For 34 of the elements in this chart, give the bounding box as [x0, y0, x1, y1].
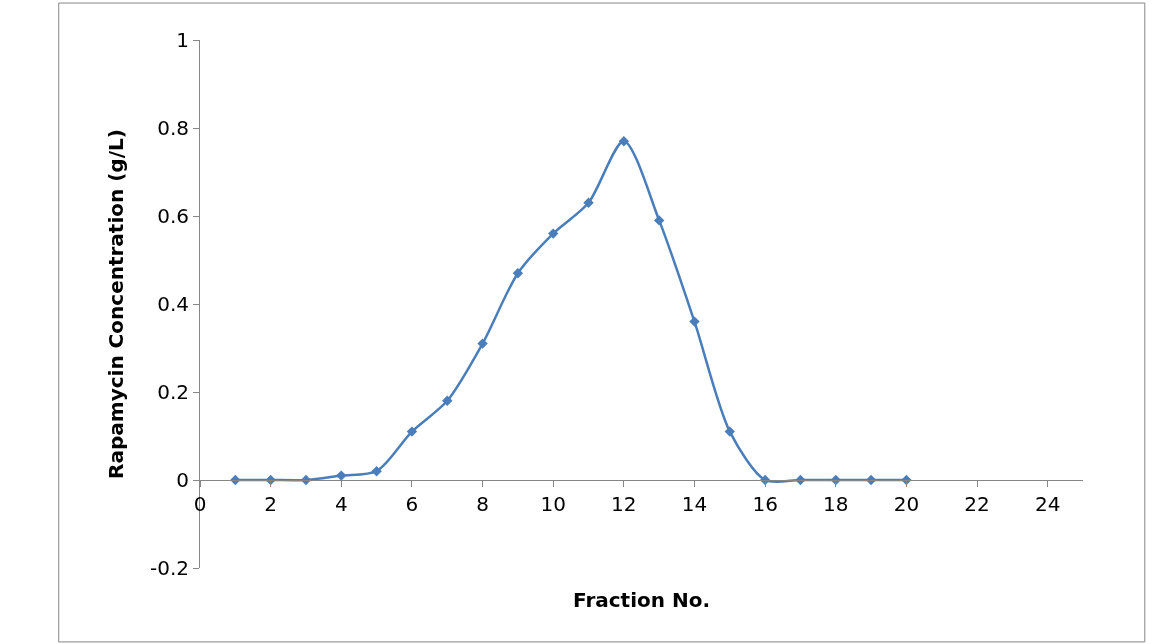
y-axis-title: Rapamycin Concentration (g/L) [104, 129, 129, 479]
point [618, 136, 630, 147]
y-tick-label: -0.2 [149, 556, 189, 580]
x-tick-label: 4 [334, 492, 348, 516]
x-tick-label: 20 [893, 492, 920, 516]
point [689, 316, 700, 327]
x-tick-label: 16 [752, 492, 778, 516]
x-tick-label: 6 [405, 492, 419, 516]
y-tick-label: 1 [176, 28, 189, 52]
x-tick-label: 24 [1034, 492, 1061, 516]
y-tick-label: 0.8 [157, 116, 189, 140]
point [512, 268, 524, 279]
x-tick-label: 2 [264, 492, 278, 516]
y-tick-label: 0 [176, 468, 189, 492]
y-tick-label: 0.2 [157, 380, 189, 404]
x-tick-label: 0 [193, 492, 207, 516]
point [653, 215, 665, 226]
y-tick-label: 0.4 [157, 292, 189, 316]
point [583, 197, 594, 208]
point [406, 426, 418, 437]
point [477, 338, 488, 349]
x-axis-title: Fraction No. [573, 588, 711, 612]
x-tick-label: 8 [476, 492, 489, 516]
point [442, 395, 453, 406]
x-tick-label: 18 [823, 492, 849, 516]
point [724, 426, 735, 437]
y-tick-label: 0.6 [157, 204, 189, 228]
x-tick-label: 22 [964, 492, 990, 516]
x-tick-label: 14 [681, 492, 708, 516]
point [548, 228, 559, 239]
x-tick-label: 10 [540, 492, 566, 516]
point [336, 470, 347, 481]
point [371, 466, 382, 477]
x-tick-label: 12 [611, 492, 637, 516]
